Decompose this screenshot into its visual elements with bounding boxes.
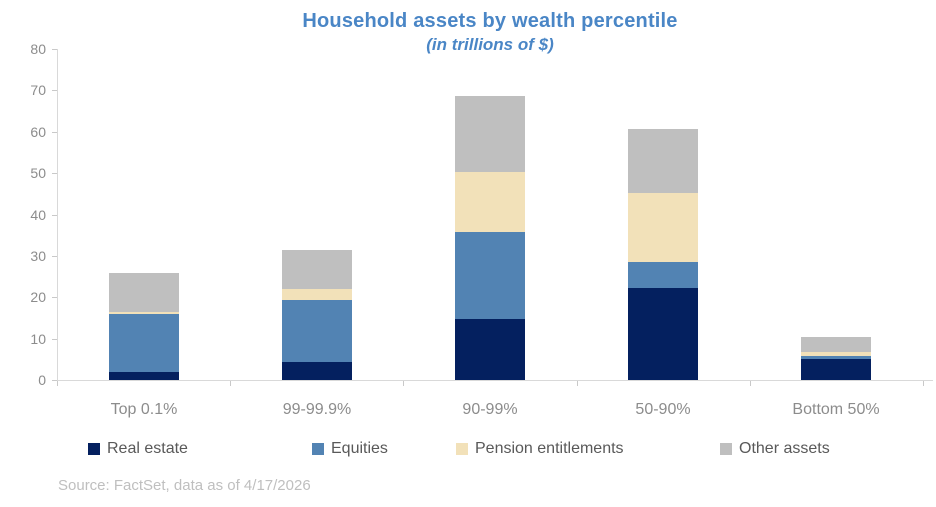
legend-swatch-icon	[456, 443, 468, 455]
y-axis-tick-label: 30	[30, 248, 46, 264]
x-axis-tick-mark	[577, 381, 578, 386]
bar-segment-pension-entitlements	[109, 311, 179, 314]
bar-segment-equities	[109, 313, 179, 373]
x-axis-category-label: 90-99%	[462, 401, 518, 418]
legend-label: Real estate	[107, 440, 188, 457]
bar-segment-equities	[455, 231, 525, 319]
x-axis-tick-mark	[403, 381, 404, 386]
bar-segment-equities	[628, 261, 698, 288]
bar-segment-other-assets	[109, 272, 179, 312]
y-axis-tick-mark	[52, 256, 57, 257]
x-axis-tick-mark	[750, 381, 751, 386]
y-axis-tick-mark	[52, 132, 57, 133]
y-axis-tick-mark	[52, 339, 57, 340]
y-axis-tick-label: 60	[30, 124, 46, 140]
x-axis-category-label: 50-90%	[635, 401, 691, 418]
bar-segment-equities	[801, 356, 871, 359]
legend-item-equities: Equities	[312, 441, 388, 457]
bar-segment-other-assets	[455, 96, 525, 173]
bar-segment-real-estate	[628, 287, 698, 380]
legend-swatch-icon	[88, 443, 100, 455]
y-axis-tick-label: 70	[30, 82, 46, 98]
x-axis-tick-mark	[230, 381, 231, 386]
y-axis-line	[57, 49, 58, 381]
y-axis-tick-label: 80	[30, 41, 46, 57]
bar-segment-pension-entitlements	[282, 288, 352, 300]
bar-segment-other-assets	[282, 249, 352, 289]
y-axis-tick-mark	[52, 380, 57, 381]
x-axis-tick-mark	[923, 381, 924, 386]
bar-segment-pension-entitlements	[628, 192, 698, 262]
legend-label: Equities	[331, 440, 388, 457]
chart-subtitle: (in trillions of $)	[426, 35, 554, 54]
x-axis-tick-mark	[57, 381, 58, 386]
bar-segment-real-estate	[109, 372, 179, 380]
y-axis-tick-label: 50	[30, 165, 46, 181]
x-axis-category-label: Bottom 50%	[792, 401, 880, 418]
x-axis-category-label: 99-99.9%	[282, 401, 352, 418]
legend-swatch-icon	[312, 443, 324, 455]
legend-item-real-estate: Real estate	[88, 441, 188, 457]
legend-swatch-icon	[720, 443, 732, 455]
bar-segment-real-estate	[455, 318, 525, 380]
bar-segment-other-assets	[628, 129, 698, 193]
y-axis-tick-mark	[52, 215, 57, 216]
x-axis-category-label: Top 0.1%	[110, 401, 178, 418]
y-axis-tick-label: 10	[30, 331, 46, 347]
bar-segment-other-assets	[801, 336, 871, 352]
legend-item-other-assets: Other assets	[720, 441, 830, 457]
bar-segment-pension-entitlements	[455, 172, 525, 232]
x-axis-line	[57, 380, 933, 381]
chart-title: Household assets by wealth percentile	[302, 10, 678, 32]
bar-segment-real-estate	[801, 358, 871, 380]
y-axis-tick-mark	[52, 297, 57, 298]
legend-label: Other assets	[739, 440, 830, 457]
title-block: Household assets by wealth percentile (i…	[57, 8, 923, 56]
bar-segment-equities	[282, 299, 352, 362]
y-axis-tick-label: 20	[30, 289, 46, 305]
legend-item-pension-entitlements: Pension entitlements	[456, 441, 624, 457]
y-axis-tick-mark	[52, 49, 57, 50]
legend-label: Pension entitlements	[475, 440, 624, 457]
bar-segment-real-estate	[282, 361, 352, 380]
source-note: Source: FactSet, data as of 4/17/2026	[58, 477, 311, 494]
y-axis-tick-mark	[52, 173, 57, 174]
y-axis-tick-mark	[52, 90, 57, 91]
bar-segment-pension-entitlements	[801, 351, 871, 356]
y-axis-tick-label: 0	[38, 372, 46, 388]
y-axis-tick-label: 40	[30, 207, 46, 223]
